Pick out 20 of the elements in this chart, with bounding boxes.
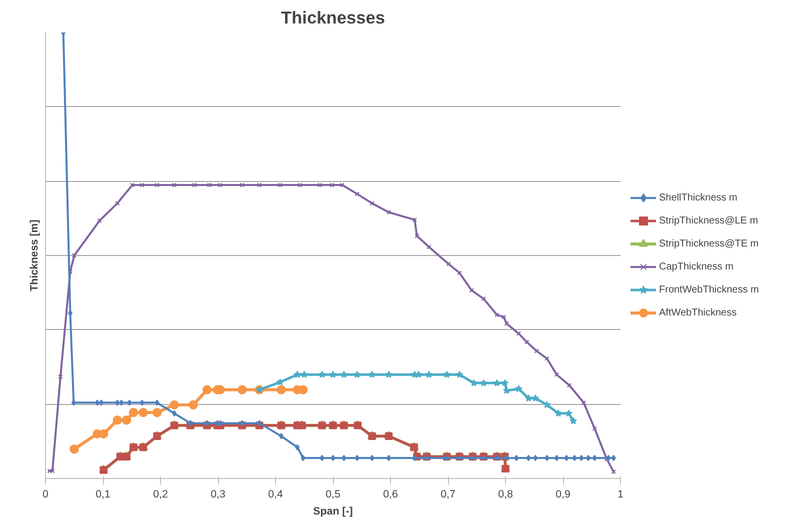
legend-label: StripThickness@LE m	[659, 215, 758, 226]
legend-label: AftWebThickness	[659, 307, 737, 318]
y-axis-title: Thickness [m]	[28, 220, 40, 292]
x-tick-label: 0,6	[383, 488, 398, 500]
x-tick-label: 1	[618, 488, 624, 500]
legend-label: CapThickness m	[659, 261, 734, 272]
x-axis-title: Span [-]	[313, 506, 353, 518]
legend-label: FrontWebThickness m	[659, 284, 759, 295]
x-tick-label: 0,5	[326, 488, 340, 500]
chart-title: Thicknesses	[280, 8, 386, 28]
x-tick-label: 0,8	[498, 488, 513, 500]
x-tick-label: 0,1	[96, 488, 110, 500]
legend-label: StripThickness@TE m	[659, 238, 759, 249]
x-tick-label: 0,2	[153, 488, 168, 500]
x-tick-label: 0,9	[556, 488, 570, 500]
x-tick-label: 0	[42, 488, 49, 500]
legend-label: ShellThickness m	[659, 192, 738, 203]
x-tick-label: 0,4	[268, 488, 283, 500]
x-tick-label: 0,7	[440, 488, 456, 500]
x-tick-label: 0,3	[210, 488, 226, 500]
